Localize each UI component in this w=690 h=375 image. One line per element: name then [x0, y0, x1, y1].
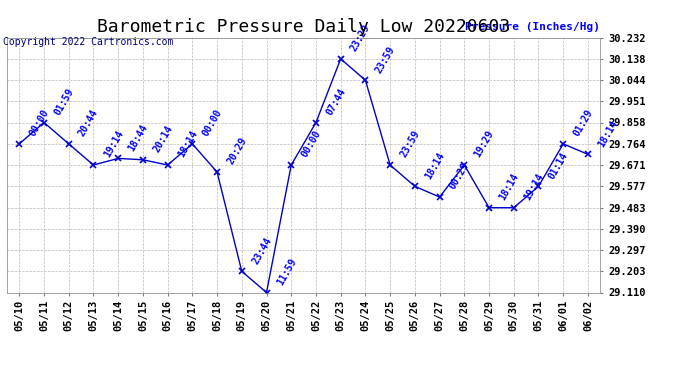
Text: 01:14: 01:14: [546, 150, 570, 181]
Text: 20:14: 20:14: [151, 124, 175, 154]
Text: 07:44: 07:44: [324, 87, 348, 117]
Text: 18:14: 18:14: [596, 118, 620, 149]
Text: 11:59: 11:59: [275, 256, 298, 287]
Text: 23:59: 23:59: [398, 129, 422, 159]
Text: Copyright 2022 Cartronics.com: Copyright 2022 Cartronics.com: [3, 37, 174, 47]
Text: 00:00: 00:00: [201, 108, 224, 138]
Text: 19:14: 19:14: [522, 172, 545, 202]
Text: 23:59: 23:59: [374, 44, 397, 75]
Text: 20:44: 20:44: [77, 108, 100, 138]
Text: 18:44: 18:44: [126, 122, 150, 153]
Text: 23:44: 23:44: [250, 236, 273, 266]
Text: 18:14: 18:14: [176, 129, 199, 159]
Title: Barometric Pressure Daily Low 20220603: Barometric Pressure Daily Low 20220603: [97, 18, 510, 36]
Text: 00:00: 00:00: [28, 108, 51, 138]
Text: 18:14: 18:14: [497, 172, 521, 202]
Text: 18:14: 18:14: [423, 150, 446, 181]
Text: 00:00: 00:00: [299, 129, 323, 159]
Text: 23:29: 23:29: [349, 23, 373, 53]
Text: 00:29: 00:29: [448, 161, 471, 192]
Text: 19:29: 19:29: [473, 129, 496, 159]
Text: 01:59: 01:59: [52, 87, 76, 117]
Text: Pressure (Inches/Hg): Pressure (Inches/Hg): [465, 22, 600, 32]
Text: 01:29: 01:29: [571, 108, 595, 138]
Text: 19:14: 19:14: [101, 129, 125, 159]
Text: 20:29: 20:29: [226, 136, 248, 166]
